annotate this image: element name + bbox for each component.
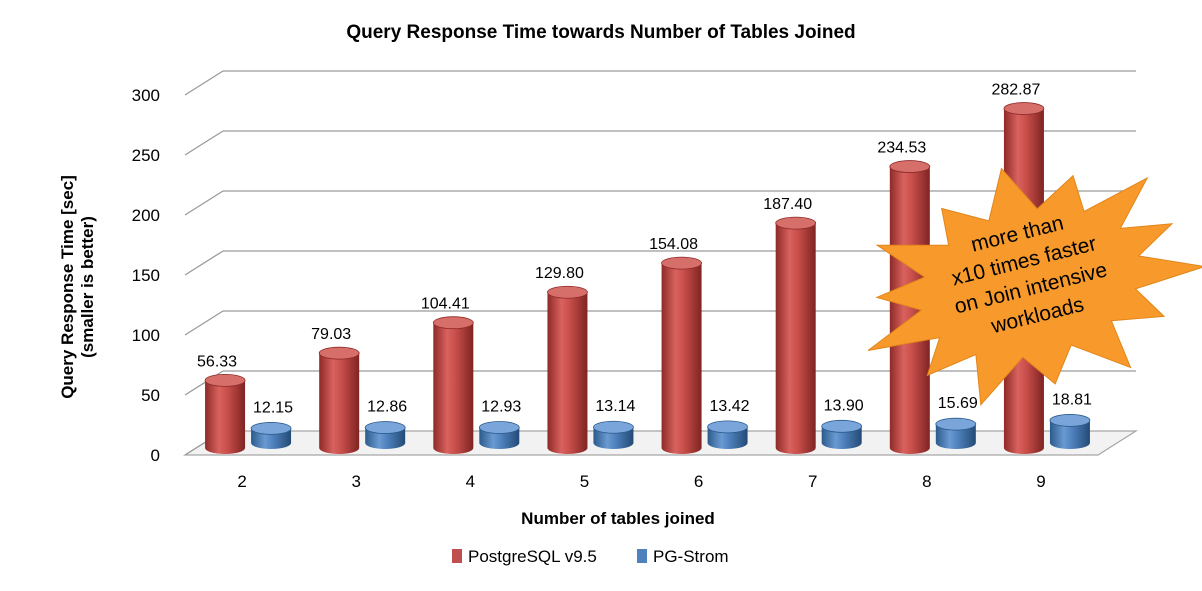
bar-pgstrom-9 — [1049, 414, 1091, 449]
legend-swatch-pgstrom — [637, 549, 647, 563]
bar-body — [205, 380, 246, 455]
y-tick-label: 300 — [132, 86, 160, 105]
y-axis-title-line1: Query Response Time [sec] — [58, 175, 77, 399]
data-label-postgresql: 154.08 — [649, 236, 698, 253]
data-label-pgstrom: 12.86 — [367, 399, 407, 416]
data-label-pgstrom: 13.90 — [824, 397, 864, 414]
bar-top — [707, 420, 748, 434]
bar-body — [1049, 420, 1090, 449]
bar-postgresql-3 — [318, 346, 360, 455]
bar-body — [319, 353, 360, 455]
bar-pgstrom-8 — [935, 417, 977, 449]
bar-postgresql-8 — [889, 160, 931, 455]
bar-top — [593, 420, 634, 434]
bar-body — [547, 292, 588, 455]
bar-postgresql-7 — [775, 216, 817, 455]
y-tick-label: 100 — [132, 326, 160, 345]
bar-pgstrom-2 — [250, 422, 292, 449]
data-label-pgstrom: 13.14 — [595, 398, 635, 415]
bar-pgstrom-7 — [821, 419, 863, 449]
data-label-postgresql: 56.33 — [197, 353, 237, 370]
bar-postgresql-2 — [204, 374, 246, 455]
x-tick-label: 7 — [808, 472, 817, 491]
data-label-postgresql: 79.03 — [311, 326, 351, 343]
legend-label-pgstrom: PG-Strom — [653, 547, 729, 566]
bar-body — [661, 263, 702, 455]
gridline-diagonal — [184, 70, 224, 96]
data-label-pgstrom: 12.93 — [481, 398, 521, 415]
x-tick-label: 6 — [694, 472, 703, 491]
y-tick-label: 200 — [132, 206, 160, 225]
data-label-postgresql: 234.53 — [877, 140, 926, 157]
y-axis-title: Query Response Time [sec] (smaller is be… — [58, 175, 97, 399]
bar-body — [889, 166, 930, 455]
bar-top — [821, 419, 863, 433]
bar-postgresql-4 — [432, 316, 474, 455]
bar-pgstrom-3 — [364, 421, 406, 449]
x-tick-label: 3 — [351, 472, 360, 491]
bar-top — [547, 285, 588, 299]
gridline-diagonal — [184, 130, 224, 156]
bar-body — [433, 322, 474, 455]
legend-label-postgresql: PostgreSQL v9.5 — [468, 547, 597, 566]
y-tick-label: 250 — [132, 146, 160, 165]
bar-body — [821, 426, 862, 449]
y-axis-title-line2: (smaller is better) — [78, 216, 97, 358]
data-label-postgresql: 282.87 — [991, 82, 1040, 99]
bar-top — [478, 421, 520, 434]
bar-pgstrom-6 — [707, 420, 748, 449]
y-tick-label: 0 — [151, 446, 160, 465]
x-tick-labels: 2 3 4 5 6 7 8 9 — [237, 472, 1045, 491]
x-tick-label: 8 — [922, 472, 931, 491]
data-label-postgresql: 129.80 — [535, 265, 584, 282]
gridline-diagonal — [184, 250, 224, 276]
bar-top — [364, 421, 406, 434]
bar-top — [1049, 414, 1091, 427]
bar-top — [318, 346, 360, 360]
bar-postgresql-5 — [547, 285, 588, 455]
bar-top — [775, 216, 817, 230]
y-tick-labels: 0 50 100 150 200 250 300 — [132, 86, 160, 465]
data-label-pgstrom: 15.69 — [938, 395, 978, 412]
x-tick-label: 9 — [1036, 472, 1045, 491]
data-label-postgresql: 104.41 — [421, 296, 470, 313]
bar-top — [661, 256, 702, 270]
callout: more than x10 times faster on Join inten… — [867, 167, 1202, 407]
data-label-postgresql: 187.40 — [763, 196, 812, 213]
bar-postgresql-6 — [661, 256, 702, 455]
bar-top — [889, 160, 931, 173]
data-label-pgstrom: 18.81 — [1052, 391, 1092, 408]
callout-starburst — [867, 167, 1202, 407]
bar-top — [432, 316, 474, 330]
bar-top — [250, 422, 292, 435]
legend: PostgreSQL v9.5 PG-Strom — [452, 547, 729, 566]
gridline-diagonal — [184, 190, 224, 216]
bar-body — [935, 424, 976, 449]
y-tick-label: 50 — [141, 386, 160, 405]
bar-top — [1003, 102, 1045, 115]
x-tick-label: 4 — [466, 472, 475, 491]
x-tick-label: 5 — [580, 472, 589, 491]
bar-top — [935, 417, 977, 431]
x-tick-label: 2 — [237, 472, 246, 491]
x-axis-title: Number of tables joined — [521, 509, 715, 528]
bar-body — [775, 223, 816, 455]
y-tick-label: 150 — [132, 266, 160, 285]
bar-pgstrom-4 — [478, 421, 520, 449]
data-labels: 56.33 12.15 79.03 12.86 104.41 12.93 129.80 13.… — [197, 82, 1092, 417]
chart-title: Query Response Time towards Number of Ta… — [346, 22, 855, 43]
gridline-diagonal — [184, 310, 224, 336]
bar-pgstrom-5 — [593, 420, 634, 449]
bar-top — [204, 374, 246, 387]
data-label-pgstrom: 12.15 — [253, 399, 293, 416]
data-label-pgstrom: 13.42 — [710, 398, 750, 415]
legend-swatch-postgresql — [452, 549, 462, 563]
